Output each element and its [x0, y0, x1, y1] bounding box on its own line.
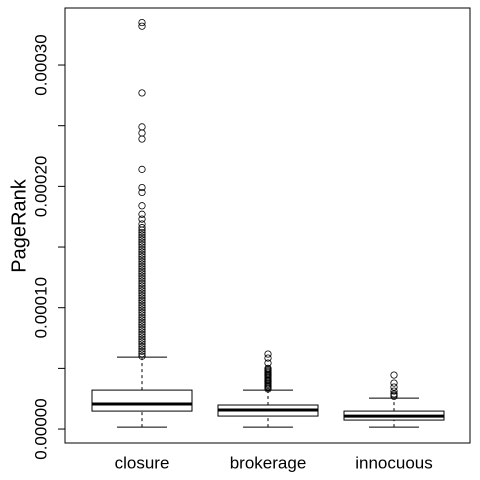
outlier: [138, 313, 146, 322]
outlier: [138, 287, 146, 295]
outlier: [138, 352, 146, 360]
outlier: [138, 282, 146, 290]
outlier: [138, 255, 146, 263]
outlier: [138, 257, 146, 266]
outlier: [138, 250, 146, 258]
outlier: [264, 359, 272, 367]
outlier: [138, 325, 146, 334]
outlier: [138, 253, 146, 261]
outlier: [138, 220, 146, 228]
outlier: [138, 316, 146, 324]
outlier: [138, 267, 146, 275]
outlier: [138, 22, 146, 30]
outlier: [138, 265, 146, 273]
outlier: [138, 89, 146, 97]
outlier: [138, 291, 146, 300]
outlier: [138, 243, 146, 251]
plot-frame: [64, 7, 471, 444]
outlier: [138, 135, 146, 143]
outlier: [138, 279, 146, 288]
outlier: [138, 18, 146, 27]
outlier: [138, 228, 146, 237]
outlier: [138, 308, 146, 317]
outlier: [138, 270, 146, 278]
outlier: [138, 335, 146, 343]
y-tick-label: 0.00020: [31, 156, 50, 217]
outlier: [138, 233, 146, 241]
outlier: [138, 210, 146, 218]
outlier: [138, 333, 146, 341]
outlier: [138, 284, 146, 292]
outlier: [390, 371, 398, 379]
outlier: [138, 260, 146, 268]
x-tick-label: brokerage: [230, 453, 307, 472]
outlier: [138, 340, 146, 348]
outlier: [390, 383, 398, 391]
outlier: [138, 165, 146, 173]
outlier: [138, 338, 146, 346]
outlier: [138, 248, 146, 256]
outlier: [138, 262, 146, 271]
outlier: [138, 318, 146, 326]
outlier: [264, 364, 272, 372]
outlier: [138, 241, 146, 249]
outlier: [138, 231, 146, 239]
outlier: [138, 294, 146, 302]
outlier: [138, 129, 146, 137]
outlier: [138, 245, 146, 254]
outlier: [138, 296, 146, 305]
outlier: [138, 311, 146, 319]
outlier: [138, 304, 146, 312]
outlier: [138, 272, 146, 280]
y-axis-label: PageRank: [8, 178, 30, 272]
outlier: [138, 323, 146, 331]
outlier: [138, 188, 146, 197]
outlier: [138, 301, 146, 309]
outlier: [138, 289, 146, 297]
x-tick-label: innocuous: [355, 453, 433, 472]
outlier: [138, 347, 146, 355]
outlier: [138, 183, 146, 192]
y-tick-label: 0.00000: [31, 398, 50, 459]
outlier: [138, 238, 146, 246]
outlier: [138, 215, 146, 223]
x-tick-label: closure: [115, 453, 170, 472]
outlier: [138, 277, 146, 285]
outlier: [138, 274, 146, 283]
outlier: [138, 342, 146, 351]
box: [91, 389, 193, 412]
outlier: [138, 236, 146, 244]
outlier: [138, 306, 146, 314]
outlier: [138, 330, 146, 339]
outlier: [138, 202, 146, 210]
outlier: [264, 354, 272, 362]
y-tick-label: 0.00010: [31, 277, 50, 338]
outlier: [138, 350, 146, 358]
outlier: [264, 350, 272, 358]
outlier: [138, 328, 146, 336]
outlier: [390, 387, 398, 395]
outlier: [138, 321, 146, 329]
outlier: [138, 123, 146, 131]
outlier: [390, 379, 398, 387]
outlier: [138, 224, 146, 232]
outlier: [138, 299, 146, 307]
y-tick-label: 0.00030: [31, 34, 50, 95]
outlier: [138, 345, 146, 353]
